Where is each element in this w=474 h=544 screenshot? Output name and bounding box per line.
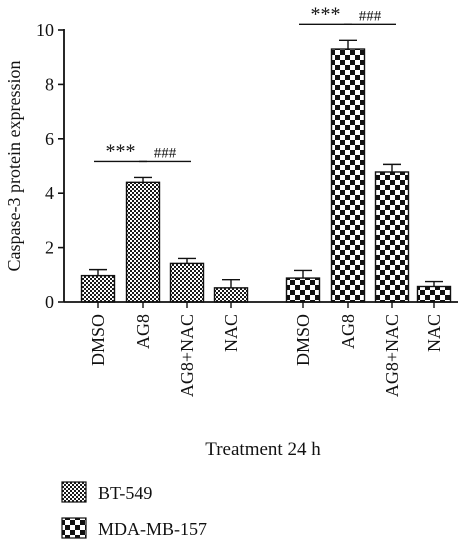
x-tick-label: AG8 — [133, 314, 153, 349]
y-tick-label: 10 — [36, 20, 54, 40]
y-tick-label: 0 — [45, 292, 54, 312]
bar — [285, 277, 321, 303]
significance-annotations: *** ### *** ### — [94, 3, 396, 162]
x-tick-label: NAC — [221, 314, 241, 352]
x-axis-title: Treatment 24 h — [205, 439, 321, 460]
y-axis-ticks: 0 2 4 6 8 10 — [36, 20, 64, 312]
x-axis-ticks: DMSO AG8 AG8+NAC NAC DMSO AG8 AG8+NAC NAC — [88, 302, 444, 397]
bars-layer — [80, 39, 452, 303]
legend: BT-549 MDA-MB-157 — [61, 481, 207, 539]
x-tick-label: AG8+NAC — [382, 314, 402, 397]
y-tick-label: 8 — [45, 74, 54, 94]
significance-label: *** — [106, 140, 136, 162]
legend-swatch — [61, 517, 87, 539]
x-tick-label: AG8+NAC — [177, 314, 197, 397]
bar — [213, 287, 249, 303]
significance-label: ### — [154, 145, 177, 161]
bar — [374, 171, 410, 303]
legend-label: MDA-MB-157 — [98, 519, 207, 539]
x-tick-label: AG8 — [338, 314, 358, 349]
y-axis-title: Caspase-3 protein expression — [4, 61, 24, 272]
bar — [330, 48, 366, 303]
bar — [169, 262, 205, 303]
legend-label: BT-549 — [98, 483, 152, 503]
bar — [80, 274, 116, 303]
x-tick-label: NAC — [424, 314, 444, 352]
significance-label: ### — [359, 8, 382, 24]
legend-swatch — [61, 481, 87, 503]
x-tick-label: DMSO — [293, 314, 313, 366]
bar — [416, 285, 452, 303]
x-tick-label: DMSO — [88, 314, 108, 366]
y-tick-label: 2 — [45, 238, 54, 258]
y-tick-label: 6 — [45, 129, 54, 149]
bar — [125, 181, 161, 303]
significance-label: *** — [311, 3, 341, 25]
y-tick-label: 4 — [45, 183, 54, 203]
